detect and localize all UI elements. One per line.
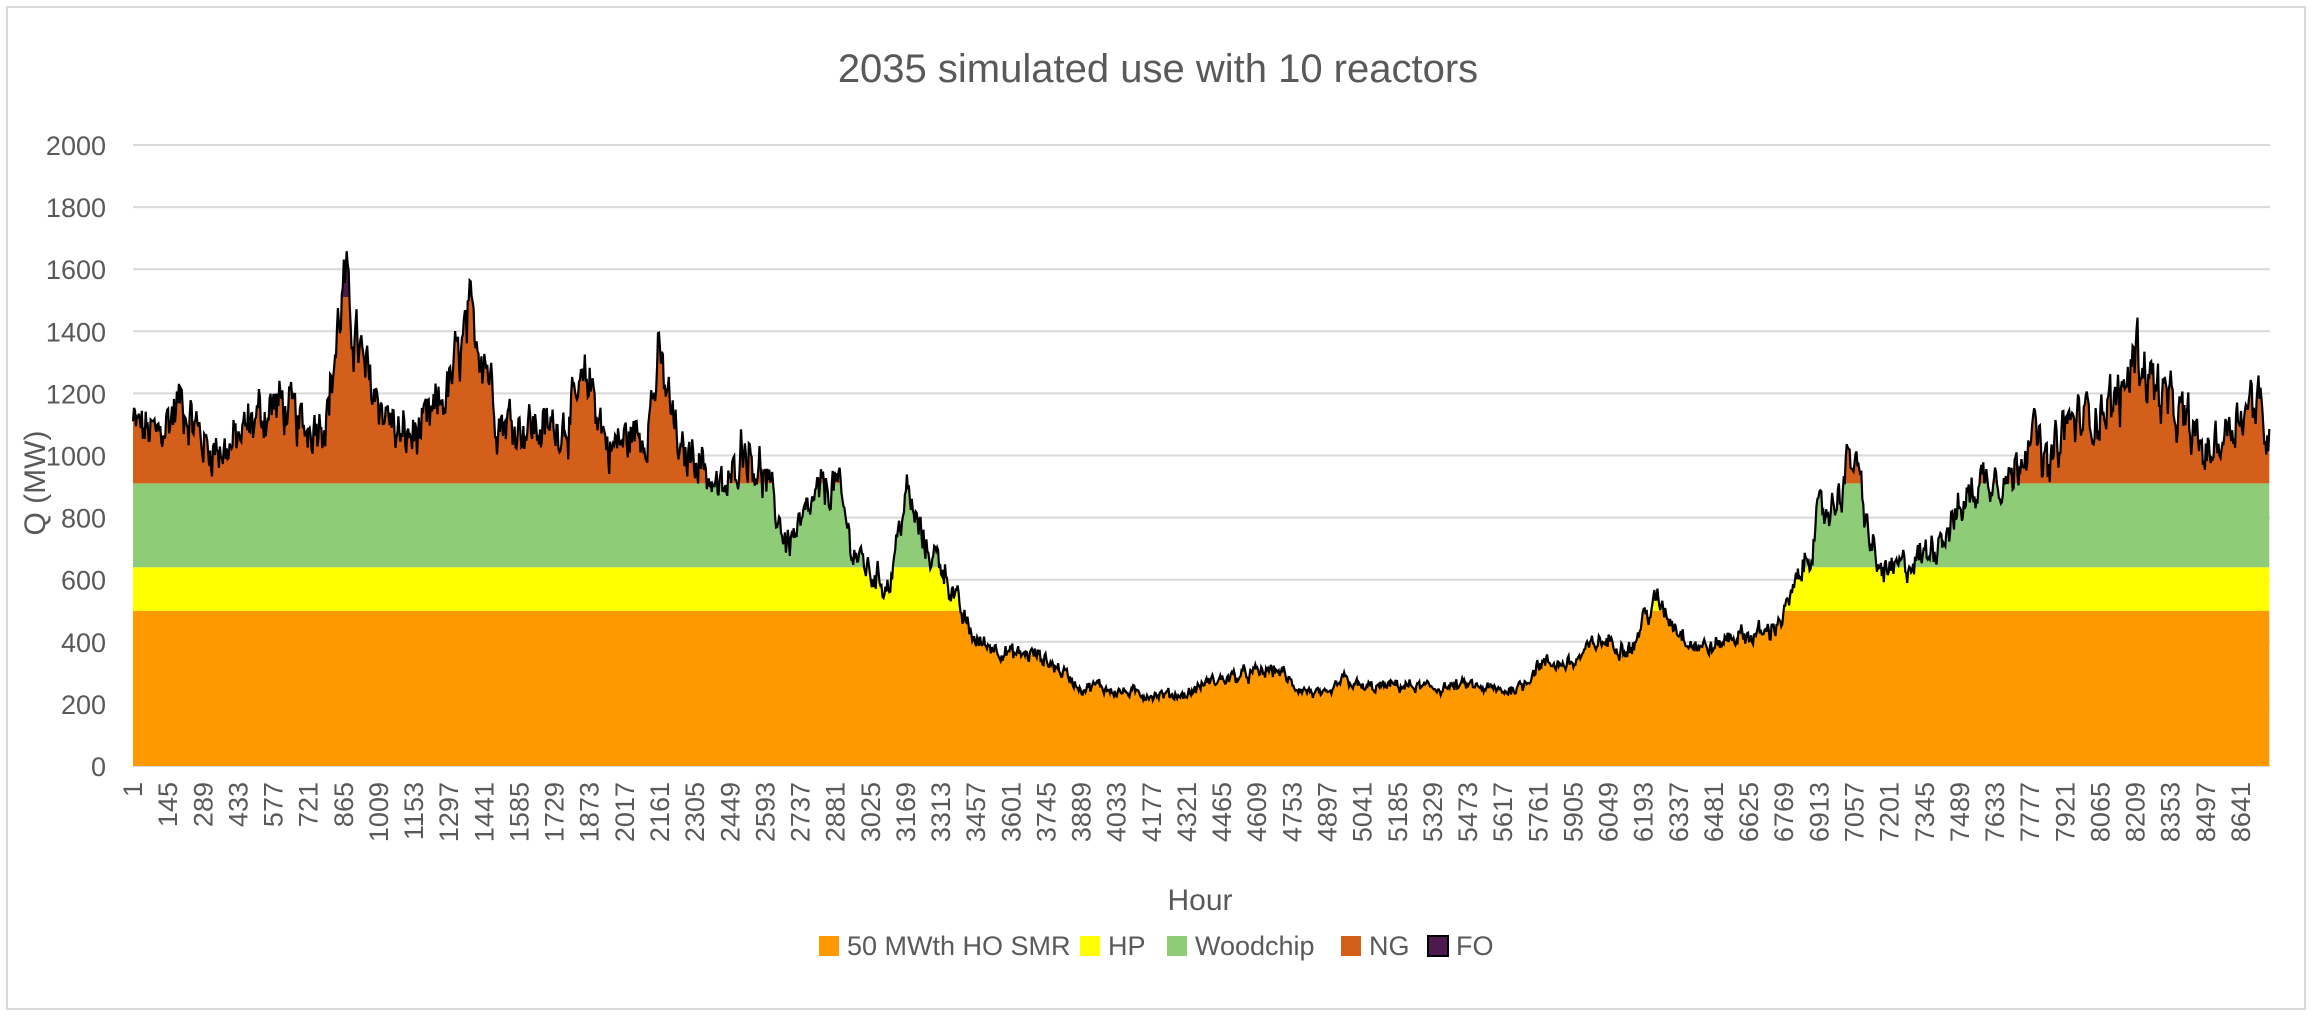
- x-tick-label: 6193: [1629, 782, 1659, 842]
- x-tick-label: 5905: [1558, 782, 1588, 842]
- x-tick-label: 4753: [1277, 782, 1307, 842]
- x-tick-label: 1729: [540, 782, 570, 842]
- x-tick-label: 3313: [926, 782, 956, 842]
- x-tick-label: 4609: [1242, 782, 1272, 842]
- x-tick-label: 8497: [2191, 782, 2221, 842]
- x-tick-label: 8353: [2156, 782, 2186, 842]
- legend-swatch: [1167, 936, 1187, 956]
- x-tick-label: 5041: [1348, 782, 1378, 842]
- demand-line: [131, 251, 2271, 704]
- x-tick-label: 2737: [786, 782, 816, 842]
- x-tick-label: 4897: [1313, 782, 1343, 842]
- x-tick-label: 6625: [1734, 782, 1764, 842]
- x-tick-label: 3457: [961, 782, 991, 842]
- x-tick-label: 8641: [2226, 782, 2256, 842]
- x-tick-label: 7345: [1910, 782, 1940, 842]
- y-tick-label: 1600: [46, 255, 106, 285]
- x-tick-label: 2593: [750, 782, 780, 842]
- x-tick-label: 8065: [2085, 782, 2115, 842]
- x-tick-label: 3745: [1031, 782, 1061, 842]
- y-axis-ticks: 0 200 400 600 800 1000 1200 1400 1600 1800 2000: [46, 131, 106, 782]
- x-tick-label: 1873: [575, 782, 605, 842]
- x-tick-label: 7777: [2015, 782, 2045, 842]
- x-tick-label: 7633: [1980, 782, 2010, 842]
- legend: 50 MWth HO SMR HP Woodchip NG FO: [819, 931, 1494, 961]
- legend-label: FO: [1456, 931, 1494, 961]
- x-tick-label: 5617: [1488, 782, 1518, 842]
- x-tick-label: 1153: [399, 782, 429, 840]
- x-tick-label: 3601: [996, 782, 1026, 842]
- x-tick-label: 3169: [891, 782, 921, 842]
- legend-swatch: [1080, 936, 1100, 956]
- x-tick-label: 289: [188, 782, 218, 827]
- x-tick-label: 4033: [1102, 782, 1132, 842]
- y-tick-label: 1000: [46, 442, 106, 472]
- y-tick-label: 1800: [46, 193, 106, 223]
- x-tick-label: 6913: [1804, 782, 1834, 842]
- x-tick-label: 1441: [469, 782, 499, 842]
- area-hp: [133, 567, 2270, 701]
- legend-label: NG: [1369, 931, 1410, 961]
- x-tick-label: 4321: [1172, 782, 1202, 842]
- y-tick-label: 400: [61, 628, 106, 658]
- x-tick-label: 2161: [645, 782, 675, 842]
- x-tick-label: 1: [118, 782, 148, 797]
- x-tick-label: 7921: [2050, 782, 2080, 842]
- x-tick-label: 145: [153, 782, 183, 827]
- x-tick-label: 1585: [504, 782, 534, 842]
- x-tick-label: 721: [294, 782, 324, 827]
- y-tick-label: 1200: [46, 379, 106, 409]
- area-ng: [133, 297, 2270, 701]
- total-demand-line: [131, 251, 2271, 704]
- x-tick-label: 4177: [1137, 782, 1167, 842]
- x-tick-label: 6769: [1769, 782, 1799, 842]
- x-tick-label: 2017: [610, 782, 640, 842]
- x-tick-label: 5473: [1453, 782, 1483, 842]
- x-tick-label: 4465: [1207, 782, 1237, 842]
- y-tick-label: 2000: [46, 131, 106, 161]
- x-tick-label: 865: [329, 782, 359, 827]
- y-tick-label: 600: [61, 566, 106, 596]
- x-tick-label: 7201: [1875, 782, 1905, 842]
- x-tick-label: 2305: [680, 782, 710, 842]
- x-axis-title: Hour: [1167, 884, 1232, 917]
- y-tick-label: 800: [61, 504, 106, 534]
- x-tick-label: 2449: [715, 782, 745, 842]
- x-tick-label: 8209: [2121, 782, 2151, 842]
- chart-title: 2035 simulated use with 10 reactors: [838, 47, 1478, 91]
- x-tick-label: 3025: [856, 782, 886, 842]
- x-tick-label: 5185: [1383, 782, 1413, 842]
- x-tick-label: 6337: [1664, 782, 1694, 842]
- y-axis-title: Q (MW): [19, 431, 52, 536]
- legend-swatch: [819, 936, 839, 956]
- x-tick-label: 1009: [364, 782, 394, 842]
- x-axis-ticks: 1 145 289 433 577 721 865 1009 1153 1297 1441 1585 1…: [118, 782, 2256, 842]
- x-tick-label: 2881: [821, 782, 851, 842]
- x-tick-label: 5329: [1418, 782, 1448, 842]
- x-tick-label: 3889: [1067, 782, 1097, 842]
- x-tick-label: 5761: [1523, 782, 1553, 842]
- legend-swatch: [1341, 936, 1361, 956]
- y-tick-label: 0: [91, 752, 106, 782]
- legend-label: HP: [1108, 931, 1146, 961]
- x-tick-label: 577: [259, 782, 289, 827]
- y-tick-label: 1400: [46, 317, 106, 347]
- x-tick-label: 7489: [1945, 782, 1975, 842]
- legend-label: Woodchip: [1195, 931, 1315, 961]
- x-tick-label: 6481: [1699, 782, 1729, 842]
- x-tick-label: 6049: [1594, 782, 1624, 842]
- x-tick-label: 1297: [434, 782, 464, 842]
- area-fo: [133, 251, 2270, 701]
- y-tick-label: 200: [61, 690, 106, 720]
- legend-label: 50 MWth HO SMR: [847, 931, 1071, 961]
- area-woodchip: [133, 483, 2270, 701]
- legend-swatch: [1427, 935, 1449, 957]
- x-tick-label: 433: [223, 782, 253, 827]
- x-tick-label: 7057: [1840, 782, 1870, 842]
